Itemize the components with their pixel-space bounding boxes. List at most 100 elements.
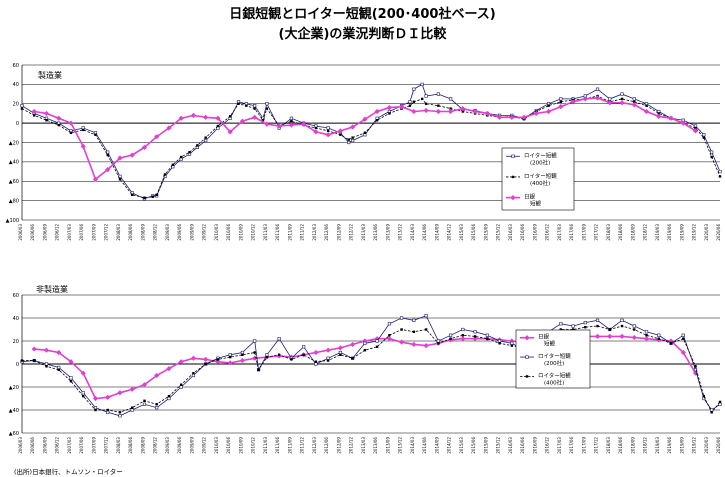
marker-tankan [31, 108, 37, 115]
marker-r400 [620, 324, 624, 328]
x-tick-label: 2019/09 [679, 224, 684, 241]
marker-r400 [596, 324, 599, 328]
x-tick-label: 2008/09 [140, 224, 145, 241]
marker-r200 [118, 414, 122, 418]
x-tick-label: 2007/06 [79, 437, 84, 454]
marker-r400 [143, 399, 146, 402]
marker-r400 [710, 411, 713, 414]
x-tick-label: 2017/09 [581, 437, 586, 454]
marker-tankan [337, 345, 343, 351]
x-tick-label: 2017/03 [557, 224, 562, 241]
marker-tankan [423, 343, 429, 349]
marker-r200 [155, 406, 159, 410]
marker-r400 [290, 119, 293, 123]
marker-r400 [20, 359, 24, 362]
marker-tankan [129, 386, 135, 392]
y-tick-label: ▲40 [9, 160, 19, 166]
x-tick-label: 2018/12 [643, 437, 648, 454]
marker-tankan [117, 390, 123, 396]
x-tick-label: 2014/09 [434, 437, 439, 454]
marker-tankan [619, 333, 625, 339]
x-tick-label: 2015/12 [496, 224, 501, 241]
marker-tankan [607, 333, 613, 339]
marker-tankan [594, 95, 601, 101]
x-tick-label: 2010/06 [226, 224, 231, 241]
x-tick-label: 2009/06 [177, 224, 182, 241]
marker-tankan [227, 129, 233, 135]
marker-r400 [253, 351, 256, 354]
marker-r400 [94, 408, 97, 412]
series-tankan [31, 95, 699, 182]
panel-label: 製造業 [38, 70, 62, 80]
marker-tankan [399, 104, 405, 110]
marker-r200 [632, 324, 636, 328]
marker-tankan [545, 108, 552, 115]
marker-tankan [239, 357, 246, 364]
marker-tankan [350, 124, 356, 130]
marker-r400 [261, 119, 265, 122]
marker-tankan [435, 108, 441, 115]
marker-r400 [559, 100, 563, 104]
marker-r400 [326, 129, 330, 133]
marker-r400 [155, 403, 158, 406]
marker-r200 [702, 133, 706, 137]
y-tick-label: ▲60 [9, 431, 19, 437]
x-tick-label: 2010/09 [238, 437, 243, 454]
x-tick-label: 2006/12 [55, 437, 60, 454]
marker-r400 [155, 193, 158, 197]
series-r400 [20, 94, 722, 199]
marker-r400 [302, 353, 305, 356]
marker-r200 [525, 355, 529, 359]
x-tick-label: 2020/03 [704, 224, 709, 241]
marker-r200 [632, 97, 636, 101]
x-tick-label: 2010/06 [226, 437, 231, 454]
legend-label: ロイター短観 [538, 352, 571, 360]
marker-tankan [105, 394, 111, 400]
marker-r400 [645, 334, 648, 337]
marker-r200 [608, 97, 612, 101]
x-tick-label: 2017/12 [594, 437, 599, 454]
marker-r400 [620, 97, 624, 101]
marker-tankan [460, 336, 466, 342]
x-tick-label: 2019/09 [679, 437, 684, 454]
marker-tankan [92, 395, 99, 402]
marker-tankan [56, 115, 62, 121]
marker-r200 [448, 333, 453, 337]
marker-r200 [497, 339, 502, 343]
marker-r200 [375, 339, 379, 343]
marker-tankan [92, 176, 99, 182]
marker-tankan [276, 123, 282, 129]
x-tick-label: 2008/06 [128, 437, 133, 454]
x-tick-label: 2018/06 [618, 224, 623, 241]
series-r200 [20, 314, 722, 418]
marker-r200 [20, 104, 24, 108]
x-tick-label: 2012/12 [349, 437, 354, 454]
marker-r400 [253, 107, 256, 110]
x-tick-label: 2009/09 [189, 437, 194, 454]
x-tick-label: 2013/12 [398, 224, 403, 241]
marker-r200 [204, 138, 208, 143]
x-tick-label: 2016/12 [545, 437, 550, 454]
marker-tankan [411, 108, 417, 115]
y-tick-label: ▲20 [9, 140, 19, 146]
x-tick-label: 2018/09 [630, 437, 635, 454]
marker-r400 [608, 328, 611, 331]
marker-r200 [595, 318, 600, 322]
marker-r200 [408, 100, 412, 104]
x-tick-label: 2009/06 [177, 437, 182, 454]
marker-r400 [461, 110, 465, 113]
x-tick-label: 2013/12 [398, 437, 403, 454]
x-tick-label: 2017/06 [569, 224, 574, 241]
marker-r400 [339, 133, 342, 136]
marker-tankan [386, 105, 392, 111]
x-tick-label: 2009/03 [165, 437, 170, 454]
x-tick-label: 2016/09 [532, 224, 537, 241]
marker-r400 [412, 330, 416, 333]
marker-r400 [196, 144, 199, 147]
marker-tankan [692, 128, 699, 134]
marker-r400 [151, 195, 154, 198]
marker-r400 [179, 383, 183, 386]
legend-box [501, 147, 575, 211]
x-tick-label: 2019/06 [667, 224, 672, 241]
